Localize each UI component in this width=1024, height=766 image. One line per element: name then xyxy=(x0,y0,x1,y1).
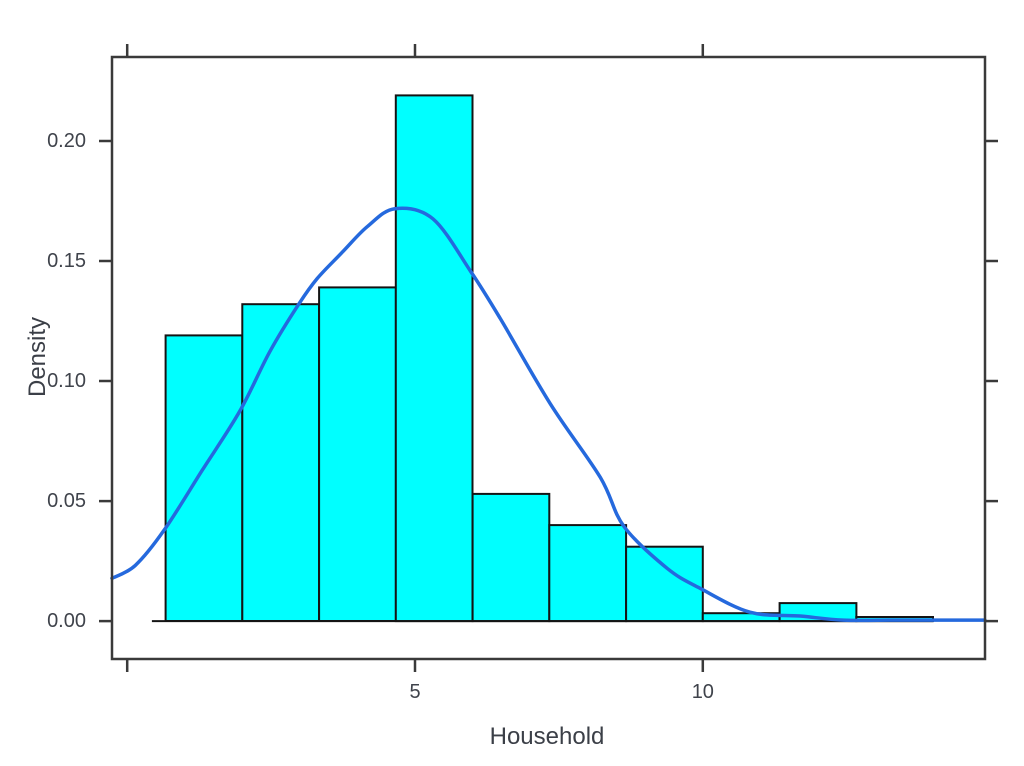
plot-border xyxy=(110,55,987,661)
y-tick-label: 0.15 xyxy=(47,250,86,273)
y-tick-label: 0.20 xyxy=(47,130,86,152)
histogram-bar xyxy=(241,303,320,622)
y-tick-label: 0.10 xyxy=(47,370,86,393)
histogram-bar xyxy=(548,524,628,623)
y-tick-label: 0.00 xyxy=(47,610,86,633)
histogram-bar xyxy=(394,94,474,623)
histogram-bar xyxy=(471,492,551,623)
x-tick-label: 5 xyxy=(409,681,421,703)
y-tick-label: 0.05 xyxy=(47,490,86,513)
density-curve xyxy=(110,206,987,623)
histogram-bar xyxy=(318,286,397,622)
histogram-bar xyxy=(164,334,244,622)
x-tick-label: 10 xyxy=(691,681,714,703)
x-axis-title: Household xyxy=(489,723,605,750)
